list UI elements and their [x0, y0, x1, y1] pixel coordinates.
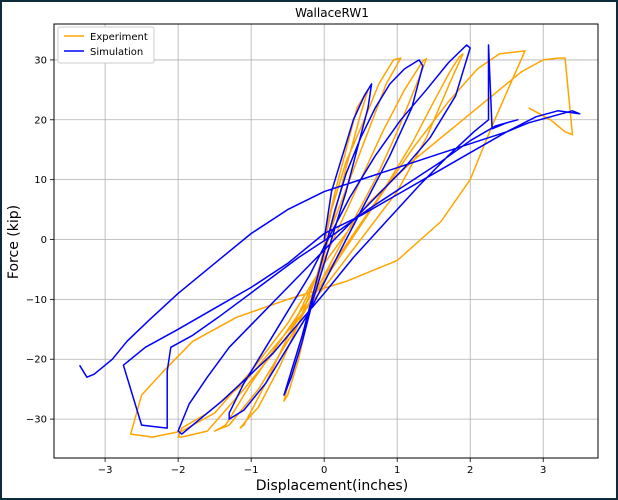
- legend: Experiment Simulation: [57, 26, 155, 64]
- series-line-experiment: [129, 50, 574, 438]
- x-tick-label: 2: [467, 465, 473, 476]
- x-tick-label: 1: [394, 465, 400, 476]
- series-line-simulation: [78, 44, 581, 435]
- y-axis-label: Force (kip): [6, 205, 22, 279]
- y-tick-label: −30: [26, 415, 47, 426]
- x-tick-label: −1: [244, 465, 259, 476]
- legend-label-simulation: Simulation: [90, 47, 143, 58]
- y-tick-label: −20: [26, 355, 47, 366]
- plot-area-border: [53, 23, 599, 459]
- x-tick-label: 0: [321, 465, 327, 476]
- y-tick-label: 20: [34, 115, 47, 126]
- legend-label-experiment: Experiment: [90, 32, 148, 43]
- x-tick-label: −2: [171, 465, 186, 476]
- y-tick-label: 0: [41, 235, 47, 246]
- y-tick-label: −10: [26, 295, 47, 306]
- y-tick-label: 10: [34, 175, 47, 186]
- x-axis-label: Displacement(inches): [256, 478, 408, 494]
- x-tick-label: 3: [540, 465, 546, 476]
- y-tick-label: 30: [34, 55, 47, 66]
- grid-lines: [54, 24, 598, 458]
- chart-title: WallaceRW1: [295, 6, 369, 20]
- x-tick-label: −3: [98, 465, 113, 476]
- series-layer: [78, 44, 581, 438]
